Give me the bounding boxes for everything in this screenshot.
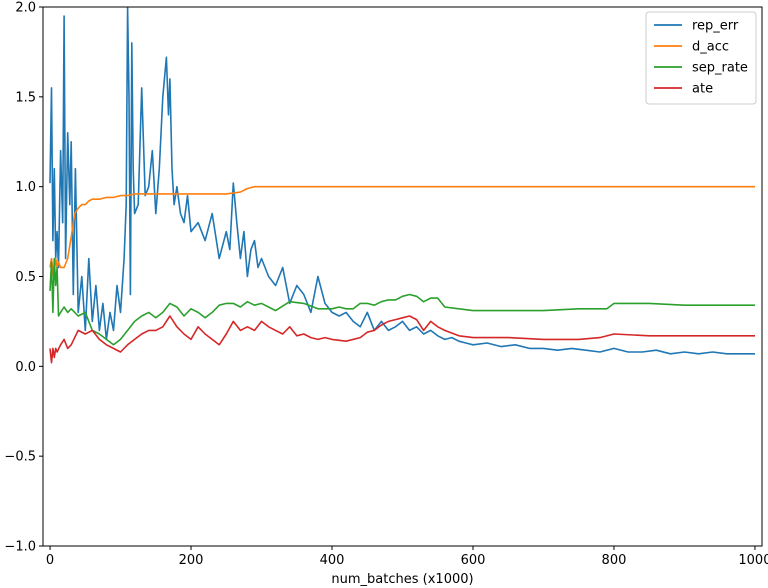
y-tick-label: 2.0 (15, 1, 36, 16)
legend-label: sep_rate (692, 61, 748, 76)
series-line-rep-err (49, 7, 755, 355)
y-tick-label: 0.5 (15, 270, 36, 285)
x-tick-label: 1000 (738, 553, 768, 568)
x-tick-label: 200 (179, 553, 204, 568)
series-line-sep-rate (49, 257, 755, 346)
series-line-d-acc (49, 185, 755, 278)
legend-label: rep_err (692, 19, 739, 34)
series-line-ate (49, 315, 755, 364)
y-tick-label: −1.0 (4, 540, 36, 555)
y-tick-label: −0.5 (4, 450, 36, 465)
x-tick-label: 400 (320, 553, 345, 568)
axes-layer: 0 200 400 600 800 1000 −1.0 −0.5 0.0 0.5 1.0 1.5 2.0 (4, 1, 768, 569)
legend-label: ate (692, 82, 713, 97)
y-tick-label: 0.0 (15, 360, 36, 375)
legend-label: d_acc (692, 40, 729, 55)
x-tick-label: 800 (602, 553, 627, 568)
x-tick-label: 0 (46, 553, 54, 568)
y-tick-label: 1.0 (15, 180, 36, 195)
y-tick-label: 1.5 (15, 90, 36, 105)
x-axis-label: num_batches (x1000) (331, 572, 473, 587)
legend-box (645, 11, 757, 105)
series-layer (49, 7, 755, 364)
x-tick-label: 600 (461, 553, 486, 568)
